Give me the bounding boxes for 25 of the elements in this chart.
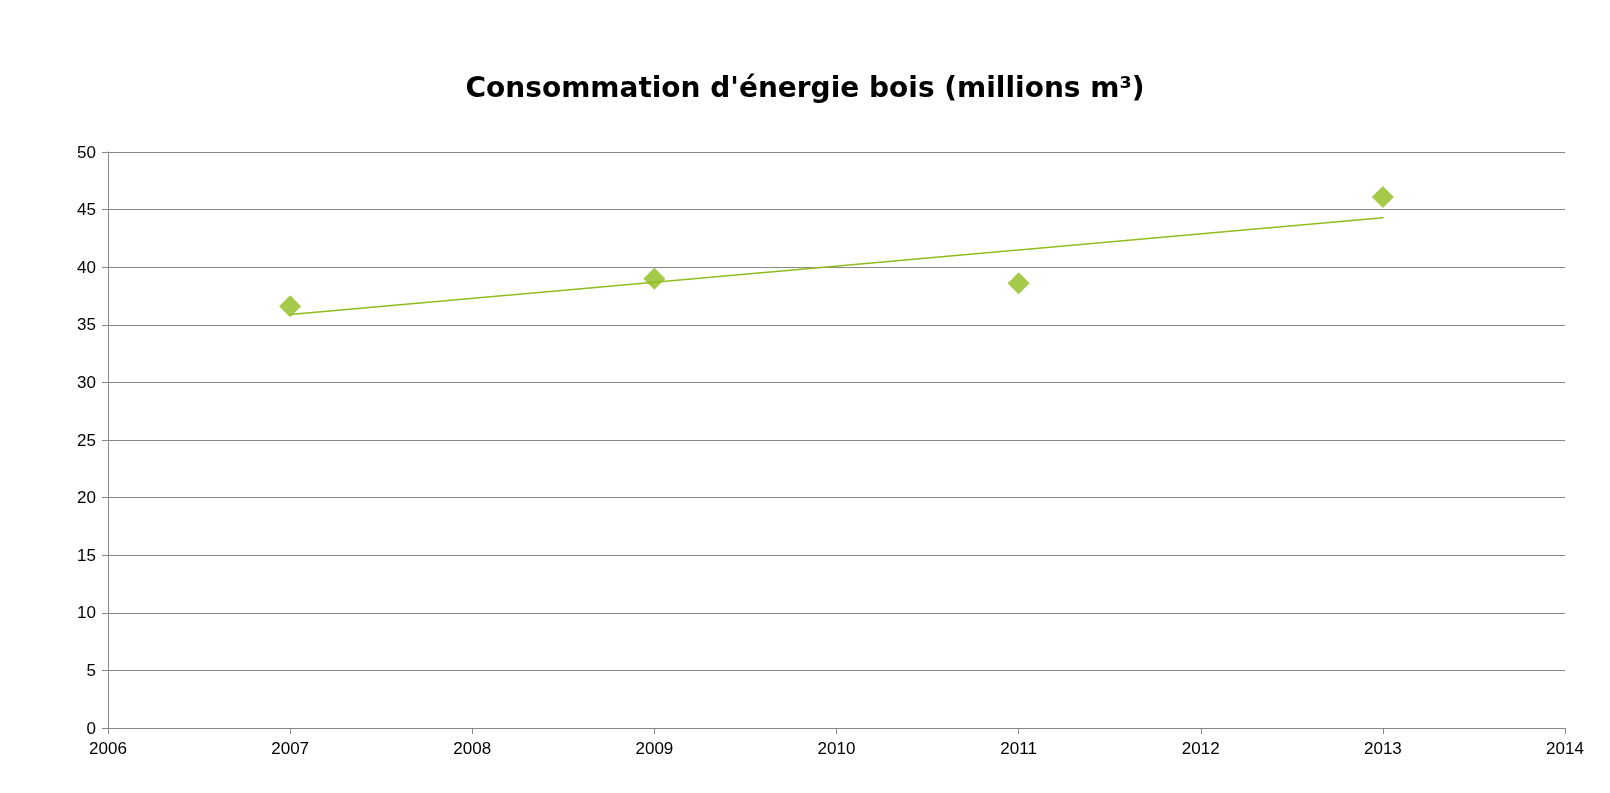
x-tick-label: 2012: [1181, 739, 1220, 758]
point: [643, 267, 666, 290]
y-tick-label: 10: [77, 603, 96, 623]
x-tick-label: 2014: [1546, 739, 1584, 758]
chart-title: Consommation d'énergie bois (millions m³): [465, 70, 1145, 104]
y-tick-label: 35: [77, 315, 96, 335]
point: [279, 295, 302, 318]
x-tick-label: 2010: [817, 739, 856, 758]
x-tick-label: 2011: [1000, 739, 1037, 758]
x-tick-label: 2013: [1363, 739, 1402, 758]
y-tick-label: 5: [86, 660, 96, 680]
x-tick-label: 2007: [271, 739, 310, 758]
point: [1371, 185, 1394, 208]
point: [1007, 272, 1030, 295]
y-tick-label: 15: [77, 545, 96, 565]
y-tick-label: 20: [77, 488, 96, 508]
y-tick-label: 50: [77, 142, 96, 162]
x-tick-label: 2008: [453, 739, 492, 758]
y-tick-label: 0: [86, 718, 96, 738]
y-tick-label: 30: [77, 372, 96, 392]
y-tick-label: 25: [77, 430, 96, 450]
y-tick-label: 40: [77, 257, 96, 277]
x-tick-label: 2009: [635, 739, 674, 758]
y-tick-label: 45: [77, 200, 96, 220]
x-tick-label: 2006: [89, 739, 127, 758]
